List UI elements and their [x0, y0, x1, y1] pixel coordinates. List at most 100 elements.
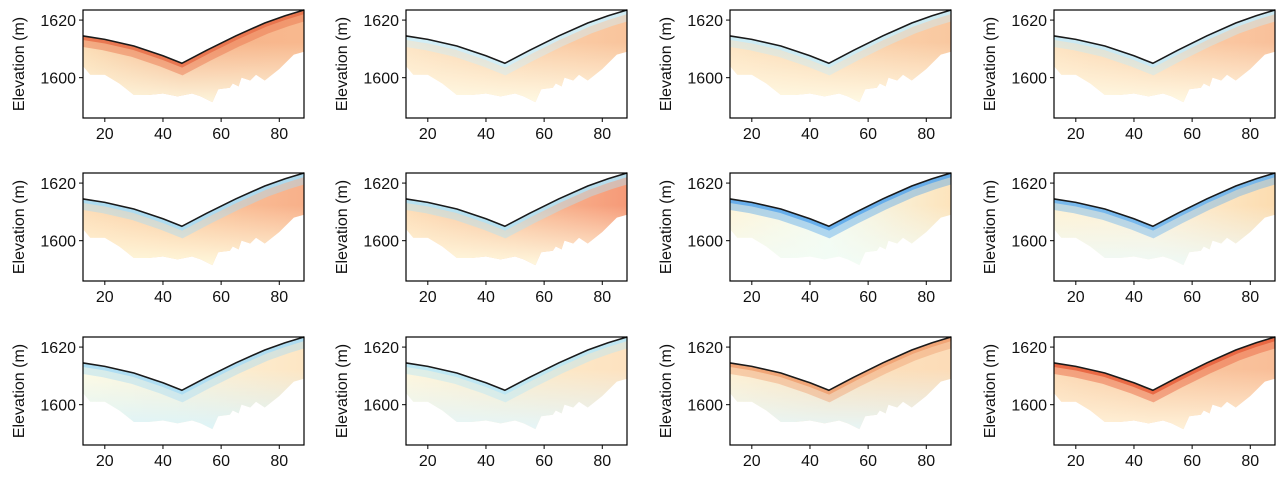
y-axis-label: Elevation (m)	[11, 180, 28, 274]
y-tick-label: 1600	[1011, 398, 1047, 415]
y-tick-label: 1600	[687, 71, 723, 88]
axes-frame	[405, 336, 628, 446]
subplot-5: 20 40 60 80 1600 1620 Elevation (m)	[11, 172, 305, 306]
x-tick-label: 20	[419, 453, 437, 470]
x-tick-label: 80	[1241, 453, 1259, 470]
x-tick-label: 80	[917, 289, 935, 306]
subplot-7: 20 40 60 80 1600 1620 Elevation (m)	[658, 172, 952, 306]
y-tick-label: 1620	[363, 176, 399, 193]
x-tick-label: 40	[801, 289, 819, 306]
y-axis-label: Elevation (m)	[11, 344, 28, 438]
topography-line	[729, 9, 952, 65]
x-tick-label: 40	[477, 453, 495, 470]
y-axis-label: Elevation (m)	[982, 180, 999, 274]
topography-line	[82, 172, 305, 228]
x-tick-label: 60	[212, 453, 230, 470]
x-tick-label: 40	[801, 126, 819, 143]
axes-frame	[82, 9, 305, 119]
x-tick-label: 20	[743, 453, 761, 470]
y-tick-label: 1620	[687, 176, 723, 193]
x-tick-label: 20	[96, 453, 114, 470]
y-tick-label: 1620	[1011, 176, 1047, 193]
x-tick-label: 20	[1067, 126, 1085, 143]
x-tick-label: 80	[1241, 289, 1259, 306]
y-axis-label: Elevation (m)	[658, 180, 675, 274]
x-tick-label: 60	[1183, 289, 1201, 306]
y-tick-label: 1600	[363, 234, 399, 251]
x-tick-label: 80	[270, 289, 288, 306]
y-tick-label: 1620	[40, 13, 76, 30]
x-tick-label: 40	[1125, 289, 1143, 306]
y-tick-label: 1620	[1011, 340, 1047, 357]
x-tick-label: 60	[212, 289, 230, 306]
axes-frame	[1053, 336, 1276, 446]
x-tick-label: 20	[1067, 453, 1085, 470]
y-axis-label: Elevation (m)	[658, 344, 675, 438]
x-tick-label: 40	[154, 126, 172, 143]
subplot-12: 20 40 60 80 1600 1620 Elevation (m)	[982, 336, 1276, 470]
axes-frame	[729, 172, 952, 282]
axes-frame	[729, 9, 952, 119]
topography-line	[405, 336, 628, 392]
x-tick-label: 60	[859, 289, 877, 306]
x-tick-label: 60	[535, 453, 553, 470]
axes-frame	[1053, 9, 1276, 119]
x-tick-label: 80	[593, 289, 611, 306]
subplot-8: 20 40 60 80 1600 1620 Elevation (m)	[982, 172, 1276, 306]
y-tick-label: 1620	[687, 340, 723, 357]
x-tick-label: 60	[535, 289, 553, 306]
x-tick-label: 80	[593, 126, 611, 143]
x-tick-label: 40	[477, 289, 495, 306]
subplot-3: 20 40 60 80 1600 1620 Elevation (m)	[658, 9, 952, 143]
x-tick-label: 20	[96, 289, 114, 306]
y-tick-label: 1620	[363, 340, 399, 357]
topography-line	[405, 172, 628, 228]
x-tick-label: 40	[1125, 453, 1143, 470]
y-tick-label: 1600	[1011, 71, 1047, 88]
x-tick-label: 60	[212, 126, 230, 143]
y-tick-label: 1600	[40, 234, 76, 251]
topography-line	[1053, 172, 1276, 228]
y-tick-label: 1600	[363, 71, 399, 88]
axes-frame	[405, 9, 628, 119]
x-tick-label: 60	[859, 453, 877, 470]
x-tick-label: 80	[270, 453, 288, 470]
y-axis-label: Elevation (m)	[334, 17, 351, 111]
y-tick-label: 1600	[687, 398, 723, 415]
x-tick-label: 80	[593, 453, 611, 470]
y-axis-label: Elevation (m)	[982, 17, 999, 111]
subplot-4: 20 40 60 80 1600 1620 Elevation (m)	[982, 9, 1276, 143]
x-tick-label: 20	[96, 126, 114, 143]
axes-frame	[82, 336, 305, 446]
topography-line	[729, 172, 952, 228]
x-tick-label: 40	[801, 453, 819, 470]
topography-line	[1053, 336, 1276, 392]
y-tick-label: 1600	[40, 71, 76, 88]
x-tick-label: 20	[419, 289, 437, 306]
y-tick-label: 1620	[687, 13, 723, 30]
topography-line	[82, 9, 305, 65]
y-tick-label: 1600	[687, 234, 723, 251]
subplot-9: 20 40 60 80 1600 1620 Elevation (m)	[11, 336, 305, 470]
topography-line	[1053, 9, 1276, 65]
axes-frame	[405, 172, 628, 282]
y-tick-label: 1620	[1011, 13, 1047, 30]
y-tick-label: 1600	[363, 398, 399, 415]
topography-line	[729, 336, 952, 392]
y-axis-label: Elevation (m)	[658, 17, 675, 111]
y-tick-label: 1620	[363, 13, 399, 30]
x-tick-label: 20	[419, 126, 437, 143]
x-tick-label: 20	[743, 289, 761, 306]
topography-line	[405, 9, 628, 65]
axes-frame	[1053, 172, 1276, 282]
x-tick-label: 60	[859, 126, 877, 143]
subplot-10: 20 40 60 80 1600 1620 Elevation (m)	[334, 336, 628, 470]
x-tick-label: 60	[535, 126, 553, 143]
subplot-1: 20 40 60 80 1600 1620 Elevation (m)	[11, 9, 305, 143]
subplot-6: 20 40 60 80 1600 1620 Elevation (m)	[334, 172, 628, 306]
x-tick-label: 80	[917, 126, 935, 143]
y-axis-label: Elevation (m)	[11, 17, 28, 111]
x-tick-label: 20	[1067, 289, 1085, 306]
x-tick-label: 60	[1183, 453, 1201, 470]
